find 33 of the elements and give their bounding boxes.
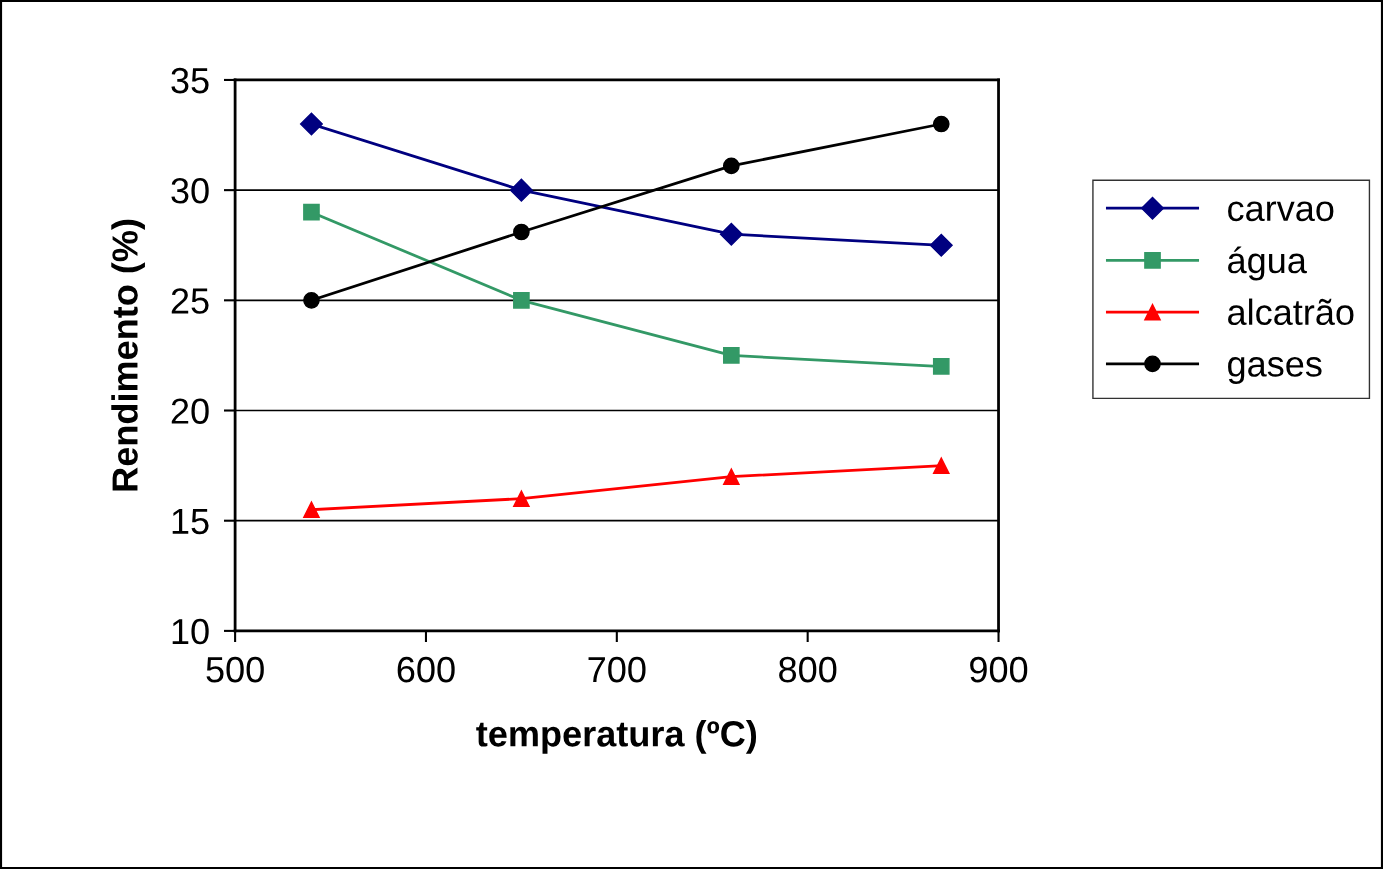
x-axis-title: temperatura (ºC): [476, 720, 757, 754]
x-tick-label: 600: [397, 656, 455, 683]
point: [929, 233, 953, 257]
point: [719, 222, 743, 246]
legend-label: carvao: [1228, 201, 1334, 222]
x-tick-label: 800: [779, 656, 837, 683]
x-tick-label: 500: [206, 656, 264, 683]
point: [932, 115, 950, 133]
y-tick-label: 10: [172, 618, 209, 645]
point: [722, 347, 740, 364]
point: [303, 291, 320, 309]
x-tick-label: 900: [970, 656, 1028, 683]
legend-label: água: [1228, 246, 1307, 281]
x-tick-label: 700: [588, 656, 646, 683]
point: [932, 457, 950, 474]
y-tick-label: 30: [171, 178, 209, 204]
point: [722, 157, 740, 175]
point: [509, 178, 533, 202]
point: [722, 468, 740, 485]
y-tick-label: 25: [171, 288, 209, 314]
point: [932, 358, 950, 375]
point: [513, 291, 530, 309]
y-tick-label: 35: [171, 67, 209, 94]
legend-label: alcatrão: [1228, 298, 1354, 326]
point: [303, 501, 320, 519]
point: [513, 223, 530, 241]
y-tick-label: 15: [172, 508, 209, 535]
point: [299, 112, 323, 136]
point: [513, 490, 530, 508]
y-tick-label: 20: [171, 398, 209, 424]
legend-label: gases: [1228, 357, 1322, 384]
point: [303, 203, 320, 221]
y-axis-title: Rendimento (%): [111, 219, 145, 491]
